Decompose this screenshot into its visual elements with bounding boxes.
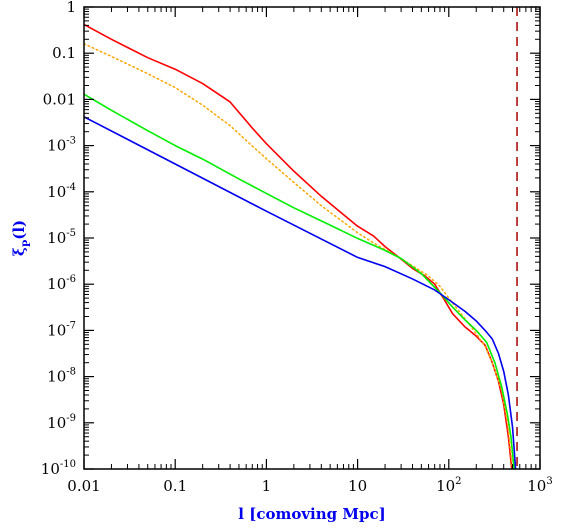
series-line-2 (84, 43, 514, 469)
y-tick-label: 10-8 (47, 367, 76, 386)
y-tick-label: 10-10 (41, 459, 76, 478)
x-tick-label: 102 (436, 476, 461, 495)
y-tick-label: 10-9 (47, 413, 76, 432)
plot-frame (83, 6, 541, 470)
y-tick-label: 0.1 (52, 44, 76, 62)
y-tick-label: 10-7 (47, 320, 76, 339)
y-tick-label: 0.01 (43, 90, 76, 108)
x-axis-label: l [comoving Mpc] (238, 505, 385, 523)
y-tick-label: 10-6 (47, 274, 76, 293)
y-axis-label-subscript: P (22, 239, 33, 247)
x-tick-label: 10 (348, 477, 367, 495)
x-tick-label: 103 (527, 476, 552, 495)
y-axis-label: ξP(l) (10, 220, 33, 256)
svg-text:ξP(l): ξP(l) (10, 220, 33, 256)
y-axis-label-argument: (l) (10, 220, 28, 240)
x-tick-label: 1 (262, 477, 272, 495)
x-tick-label: 0.1 (163, 477, 187, 495)
series-line-4 (84, 116, 517, 469)
y-axis-label-symbol: ξ (10, 247, 28, 256)
series-line-1 (84, 23, 513, 469)
y-tick-label: 10-5 (47, 228, 76, 247)
y-tick-label: 10-4 (47, 182, 76, 201)
x-tick-label: 0.01 (67, 477, 100, 495)
y-tick-label: 1 (66, 0, 76, 16)
series-line-3 (84, 93, 515, 469)
y-tick-label: 10-3 (47, 136, 76, 155)
